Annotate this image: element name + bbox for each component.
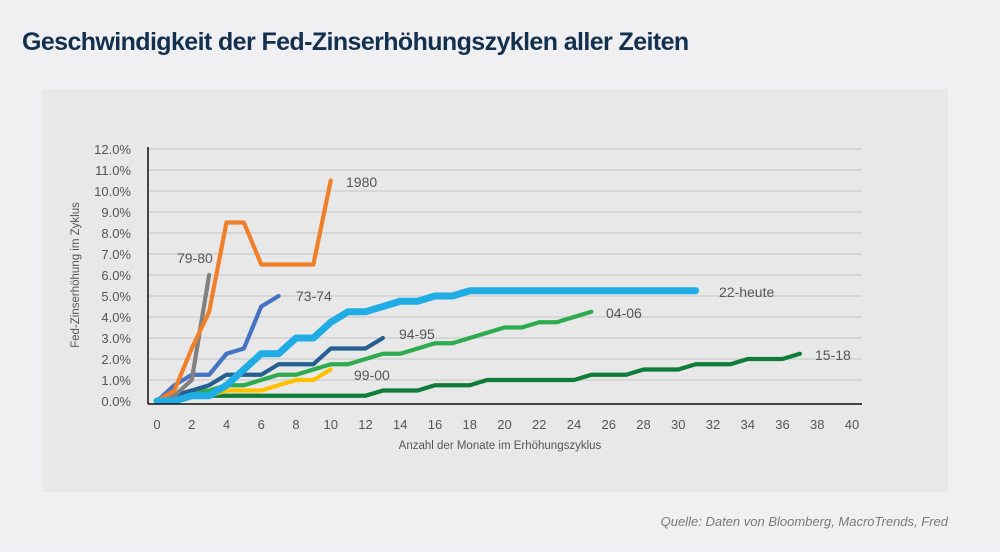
series-label-1980: 1980	[346, 174, 377, 190]
y-tick-label: 6.0%	[101, 268, 131, 283]
y-tick-label: 8.0%	[101, 226, 131, 241]
x-tick-label: 18	[463, 417, 477, 432]
x-tick-label: 12	[358, 417, 372, 432]
y-tick-label: 7.0%	[101, 247, 131, 262]
y-tick-label: 3.0%	[101, 331, 131, 346]
y-tick-label: 0.0%	[101, 394, 131, 409]
series-label-22-heute: 22-heute	[719, 284, 774, 300]
x-tick-label: 32	[706, 417, 720, 432]
y-tick-label: 5.0%	[101, 289, 131, 304]
y-tick-label: 4.0%	[101, 310, 131, 325]
x-tick-label: 20	[497, 417, 511, 432]
x-tick-label: 28	[636, 417, 650, 432]
x-tick-label: 4	[223, 417, 230, 432]
series-label-79-80: 79-80	[177, 250, 213, 266]
series-line-94-95	[154, 335, 385, 404]
x-tick-label: 10	[324, 417, 338, 432]
x-tick-label: 38	[810, 417, 824, 432]
x-tick-label: 34	[741, 417, 755, 432]
series-label-04-06: 04-06	[606, 305, 642, 321]
y-tick-label: 9.0%	[101, 205, 131, 220]
y-tick-label: 12.0%	[94, 142, 131, 157]
x-tick-label: 8	[292, 417, 299, 432]
x-tick-label: 36	[775, 417, 789, 432]
series-label-15-18: 15-18	[815, 347, 851, 363]
y-tick-label: 11.0%	[95, 163, 131, 178]
series-line-15-18	[154, 351, 802, 404]
y-tick-label: 2.0%	[101, 352, 131, 367]
x-tick-label: 26	[602, 417, 616, 432]
series-label-73-74: 73-74	[296, 288, 332, 304]
gridlines	[149, 148, 862, 381]
series-label-94-95: 94-95	[399, 326, 435, 342]
y-tick-label: 10.0%	[94, 184, 131, 199]
source-note: Quelle: Daten von Bloomberg, MacroTrends…	[660, 514, 948, 529]
x-tick-label: 16	[428, 417, 442, 432]
y-axis-ticks: 0.0% 1.0% 2.0% 3.0% 4.0% 5.0% 6.0% 7.0% 8.0% 9.0%…	[94, 142, 131, 409]
x-tick-label: 0	[153, 417, 160, 432]
y-axis-label: Fed-Zinserhöhung im Zyklus	[70, 202, 82, 348]
x-tick-label: 40	[845, 417, 859, 432]
bottom-strip	[0, 552, 1000, 557]
x-tick-label: 22	[532, 417, 546, 432]
chart-title: Geschwindigkeit der Fed-Zinserhöhungszyk…	[22, 28, 689, 56]
y-tick-label: 1.0%	[101, 373, 131, 388]
x-axis-label: Anzahl der Monate im Erhöhungszyklus	[399, 440, 602, 452]
series-line-1980	[154, 178, 333, 404]
x-tick-label: 2	[188, 417, 195, 432]
x-axis-ticks: 0 2 4 6 8 10 12 14 16 18 20 22 24 26 28 30 32 34 36 38 40	[153, 417, 859, 432]
x-tick-label: 30	[671, 417, 685, 432]
x-tick-label: 6	[258, 417, 265, 432]
series-lines	[153, 178, 802, 405]
series-label-99-00: 99-00	[354, 367, 390, 383]
series-line-22-heute	[153, 287, 700, 405]
x-tick-label: 24	[567, 417, 581, 432]
series-labels: 1980 79-80 73-74 94-95 99-00 04-06 15-18 22-heu…	[177, 174, 851, 383]
x-tick-label: 14	[393, 417, 407, 432]
